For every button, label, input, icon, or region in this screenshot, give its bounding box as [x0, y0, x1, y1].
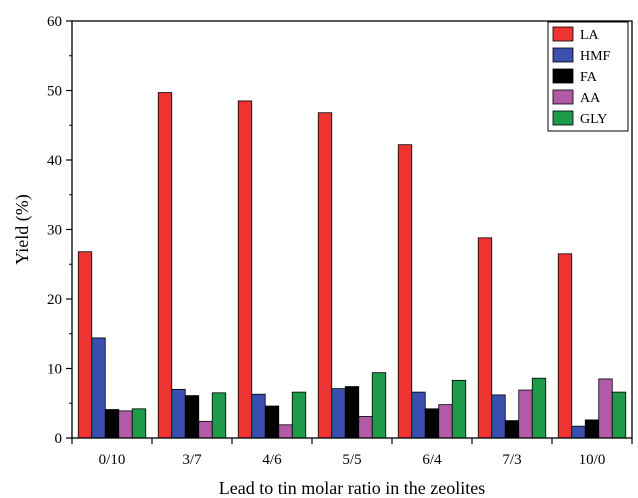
legend-swatch-gly	[552, 110, 574, 126]
x-tick-label: 10/0	[579, 452, 606, 468]
legend-label-fa: FA	[580, 70, 598, 85]
bar-gly-6-4	[451, 379, 467, 439]
bar-aa-4-6	[278, 424, 293, 439]
bar-hmf-3-7	[171, 388, 186, 439]
legend-label-la: LA	[580, 28, 600, 43]
bar-fa-10-0	[584, 419, 600, 439]
y-tick-label: 20	[47, 292, 62, 308]
legend-swatch-fa	[552, 68, 574, 84]
legend-swatch-la	[552, 26, 574, 42]
legend-label-gly: GLY	[580, 112, 607, 127]
bar-la-4-6	[237, 100, 253, 439]
bar-gly-0-10	[131, 408, 147, 439]
bar-gly-4-6	[291, 391, 307, 439]
x-tick-label: 7/3	[502, 452, 521, 468]
bar-aa-3-7	[198, 420, 213, 439]
bar-la-3-7	[157, 92, 173, 439]
y-axis-label: Yield (%)	[12, 194, 33, 264]
bar-hmf-0-10	[91, 337, 106, 439]
x-axis-ticks: 0/10 3/7 4/6 5/5 6/4 7/3 10/0	[71, 438, 633, 468]
bar-aa-7-3	[518, 389, 533, 439]
legend-swatch-hmf	[552, 47, 574, 63]
x-tick-label: 4/6	[262, 452, 282, 468]
y-axis-ticks: 0 10 20 30 40 50 60	[47, 14, 72, 447]
bar-la-5-5	[317, 112, 333, 439]
bar-fa-3-7	[184, 395, 200, 439]
bar-aa-0-10	[118, 410, 133, 439]
bar-fa-4-6	[264, 405, 280, 439]
y-tick-label: 40	[47, 153, 62, 169]
bar-aa-6-4	[438, 404, 453, 439]
bar-fa-0-10	[104, 409, 120, 439]
y-tick-label: 0	[55, 431, 63, 447]
bar-la-7-3	[477, 237, 493, 439]
bar-gly-10-0	[611, 391, 627, 439]
bar-hmf-5-5	[331, 388, 346, 439]
legend-label-hmf: HMF	[580, 49, 611, 64]
x-tick-label: 5/5	[342, 452, 361, 468]
bar-aa-5-5	[358, 416, 373, 439]
bars-group	[77, 92, 627, 439]
y-tick-label: 60	[47, 14, 62, 30]
y-tick-label: 50	[47, 84, 62, 100]
bar-aa-10-0	[598, 378, 613, 439]
bar-gly-3-7	[211, 392, 227, 439]
bar-la-6-4	[397, 144, 413, 439]
x-axis-label: Lead to tin molar ratio in the zeolites	[219, 478, 485, 498]
bar-hmf-7-3	[491, 394, 506, 439]
legend: LA HMF FA AA GLY	[547, 21, 629, 132]
bar-hmf-4-6	[251, 393, 266, 439]
legend-swatch-aa	[552, 89, 574, 105]
bar-hmf-6-4	[411, 391, 426, 439]
plot-frame	[71, 20, 633, 439]
bar-fa-6-4	[424, 408, 440, 439]
x-tick-label: 0/10	[99, 452, 126, 468]
y-tick-label: 10	[47, 362, 62, 378]
bar-hmf-10-0	[571, 425, 586, 439]
bar-fa-7-3	[504, 420, 520, 439]
x-tick-label: 3/7	[182, 452, 202, 468]
bar-gly-5-5	[371, 372, 387, 439]
bar-fa-5-5	[344, 386, 360, 439]
bar-la-0-10	[77, 251, 93, 439]
x-tick-label: 6/4	[422, 452, 442, 468]
bar-la-10-0	[557, 253, 573, 439]
bar-gly-7-3	[531, 377, 547, 439]
legend-label-aa: AA	[580, 91, 601, 106]
y-tick-label: 30	[47, 223, 62, 239]
